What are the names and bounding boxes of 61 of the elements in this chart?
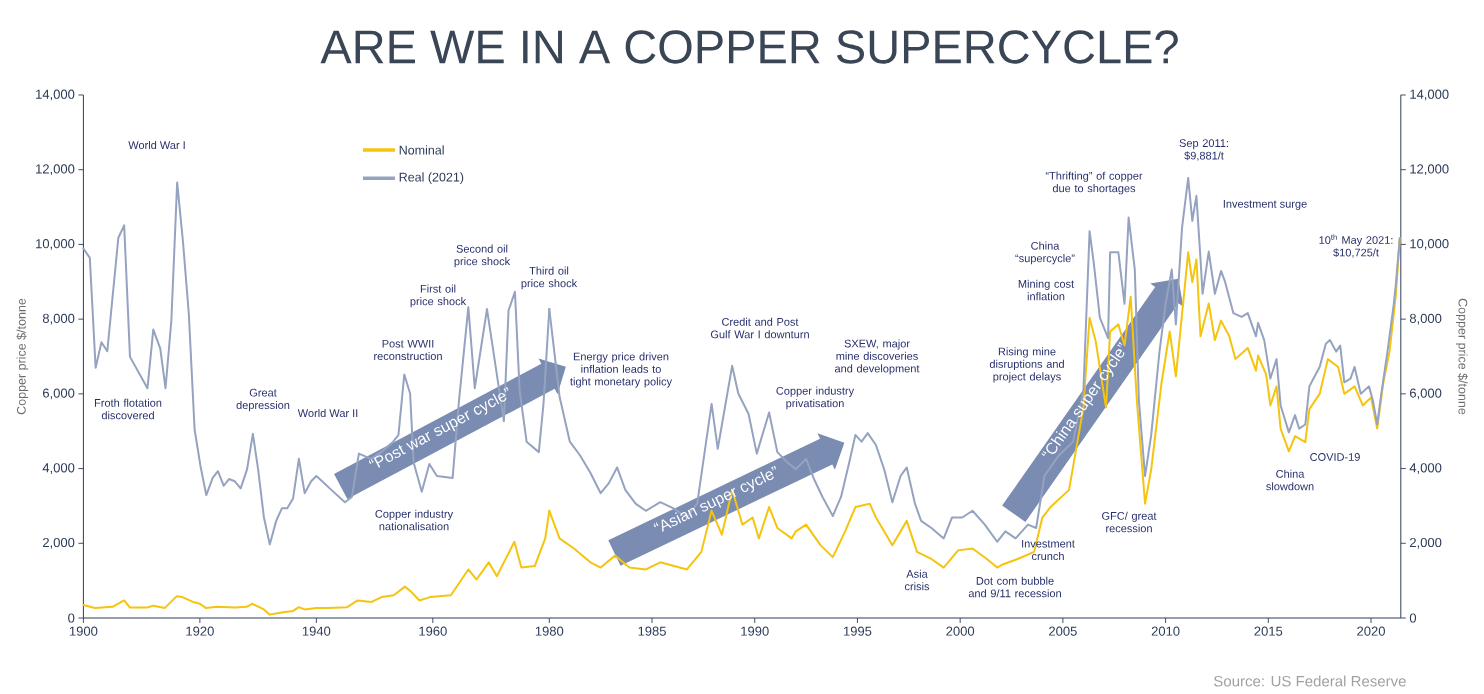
annotation: Investment surge [1223, 200, 1307, 210]
annotation: COVID-19 [1310, 453, 1360, 461]
y2-tick-label: 4,000 [1409, 463, 1442, 474]
x-tick-label: 1985 [638, 626, 666, 636]
x-tick-label: 1990 [741, 626, 769, 636]
legend-label: Real (2021) [399, 172, 464, 184]
y2-tick-label: 10,000 [1410, 239, 1449, 250]
annotation: Great depression [236, 388, 290, 412]
annotation: Dot com bubble and 9/11 recession [968, 576, 1061, 598]
y-tick-label: 12,000 [36, 164, 75, 176]
annotation: GFC/ great recession [1102, 511, 1157, 533]
x-tick-label: 1940 [302, 626, 331, 636]
y-tick-label: 14,000 [36, 89, 75, 101]
y2-tick-label: 8,000 [1409, 313, 1442, 325]
annotation: First oil price shock [410, 284, 467, 308]
x-tick-label: 1900 [69, 626, 98, 636]
annotation: Copper industry privatisation [776, 386, 855, 410]
x-tick-label: 2000 [946, 626, 975, 636]
y2-tick-label: 0 [1409, 613, 1417, 623]
x-tick-label: 2010 [1151, 626, 1180, 636]
annotation: World War I [128, 140, 185, 150]
annotation: Copper industry nationalisation [375, 509, 454, 531]
x-tick-label: 1920 [186, 626, 214, 636]
y2-tick-label: 2,000 [1410, 537, 1442, 549]
annotation: Sep 2011: $9,881/t [1179, 139, 1228, 161]
annotation: China slowdown [1266, 469, 1314, 491]
y-tick-label: 4,000 [42, 463, 75, 474]
x-tick-label: 2005 [1049, 626, 1077, 636]
y-tick-label: 8,000 [42, 313, 75, 325]
y-tick-label: 0 [68, 613, 75, 623]
x-tick-label: 2015 [1254, 626, 1283, 636]
y-tick-label: 2,000 [42, 537, 75, 549]
annotation: Post WWII reconstruction [374, 339, 442, 361]
annotation: Froth flotation discovered [94, 398, 162, 420]
annotation: Third oil price shock [521, 266, 578, 290]
y-tick-label: 6,000 [42, 388, 75, 400]
annotation: 10$^{th}$ May 2021: $10,725/t [1319, 234, 1393, 258]
annotation: Credit and Post Gulf War I downturn [710, 317, 809, 339]
y2-axis-title: Copper price $/tonne [1455, 298, 1468, 415]
annotation: SXEW, major mine discoveries and development [834, 339, 920, 375]
annotation: “Asian super cycle” [653, 465, 776, 532]
legend-label: Nominal [399, 145, 444, 155]
annotation: China “supercycle” [1015, 241, 1075, 265]
y2-tick-label: 6,000 [1410, 388, 1442, 400]
annotation: Rising mine disruptions and project delays [989, 347, 1064, 383]
text: ARE WE IN A COPPER SUPERCYCLE? [320, 30, 1178, 64]
x-tick-label: 1980 [535, 626, 564, 636]
annotation: World War II [297, 408, 358, 418]
annotation: Energy price driven inflation leads to tight monetary policy [570, 352, 673, 388]
x-tick-label: 2020 [1357, 626, 1385, 636]
annotation: Asia crisis [904, 569, 930, 591]
y2-tick-label: 12,000 [1410, 164, 1449, 176]
y-axis-title: Copper price $/tonne [16, 298, 29, 415]
y-tick-label: 10,000 [36, 239, 75, 250]
annotation: “Thrifting” of copper due to shortages [1045, 171, 1143, 195]
source-note: Source: US Federal Reserve [1214, 675, 1406, 687]
y2-tick-label: 14,000 [1410, 89, 1449, 101]
annotation: Mining cost inflation [1018, 279, 1075, 301]
x-tick-label: 1995 [843, 626, 872, 636]
x-tick-label: 1960 [419, 626, 447, 636]
annotation: Second oil price shock [454, 244, 511, 268]
